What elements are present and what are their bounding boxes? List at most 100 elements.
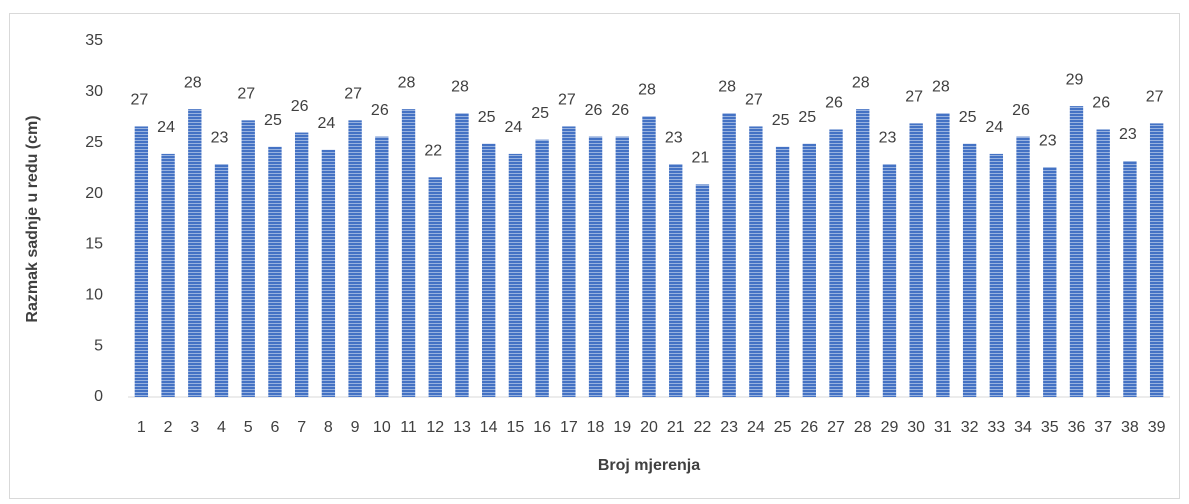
bar bbox=[1149, 123, 1164, 397]
y-tick-label: 0 bbox=[94, 388, 103, 405]
data-label: 27 bbox=[745, 92, 763, 109]
data-label: 24 bbox=[505, 119, 523, 136]
x-tick-label: 21 bbox=[667, 419, 685, 436]
bar bbox=[428, 177, 442, 397]
bar bbox=[1069, 106, 1084, 398]
data-label: 24 bbox=[985, 119, 1003, 136]
data-label: 28 bbox=[451, 78, 469, 95]
x-tick-label: 22 bbox=[694, 419, 712, 436]
data-label: 25 bbox=[772, 112, 790, 129]
x-tick-label: 29 bbox=[881, 419, 899, 436]
x-tick-label: 9 bbox=[351, 419, 360, 436]
data-label: 23 bbox=[665, 129, 683, 146]
bar bbox=[909, 123, 923, 397]
x-tick-label: 25 bbox=[774, 419, 792, 436]
bar bbox=[722, 113, 736, 398]
bar bbox=[214, 164, 229, 397]
x-tick-label: 14 bbox=[480, 419, 498, 436]
data-label: 21 bbox=[692, 150, 710, 167]
x-tick-label: 27 bbox=[827, 419, 845, 436]
data-label: 23 bbox=[879, 129, 897, 146]
y-tick-label: 35 bbox=[85, 32, 103, 49]
bar bbox=[802, 143, 816, 397]
y-tick-label: 5 bbox=[94, 337, 103, 354]
x-tick-label: 30 bbox=[907, 419, 925, 436]
x-tick-label: 28 bbox=[854, 419, 872, 436]
data-label: 27 bbox=[237, 86, 255, 103]
y-tick-label: 30 bbox=[85, 83, 103, 100]
bar bbox=[936, 113, 950, 398]
data-label: 25 bbox=[959, 109, 977, 126]
data-label: 27 bbox=[905, 89, 923, 106]
x-tick-label: 34 bbox=[1014, 419, 1032, 436]
y-axis-title: Razmak sadnje u redu (cm) bbox=[24, 115, 41, 322]
y-tick-label: 10 bbox=[85, 287, 103, 304]
bar bbox=[375, 136, 389, 397]
bar bbox=[989, 153, 1004, 397]
x-tick-label: 5 bbox=[244, 419, 253, 436]
x-tick-label: 6 bbox=[270, 419, 279, 436]
x-tick-label: 15 bbox=[507, 419, 525, 436]
data-label: 22 bbox=[424, 143, 442, 160]
y-tick-label: 25 bbox=[85, 134, 103, 151]
data-label: 27 bbox=[1146, 89, 1164, 106]
bar bbox=[1016, 136, 1030, 397]
x-tick-label: 20 bbox=[640, 419, 658, 436]
data-label: 24 bbox=[157, 119, 175, 136]
data-label: 26 bbox=[585, 102, 603, 119]
data-label: 27 bbox=[130, 92, 148, 109]
bar bbox=[241, 120, 255, 397]
data-label: 23 bbox=[1039, 132, 1057, 149]
x-tick-label: 1 bbox=[137, 419, 146, 436]
x-tick-label: 35 bbox=[1041, 419, 1059, 436]
bar bbox=[588, 136, 603, 397]
bar bbox=[508, 153, 523, 397]
data-label: 28 bbox=[638, 81, 656, 98]
bar bbox=[535, 139, 549, 398]
bar bbox=[882, 164, 897, 397]
data-label: 25 bbox=[478, 109, 496, 126]
bar bbox=[1043, 167, 1057, 397]
data-label: 28 bbox=[932, 78, 950, 95]
x-tick-label: 26 bbox=[800, 419, 818, 436]
x-tick-label: 38 bbox=[1121, 419, 1139, 436]
bar bbox=[134, 126, 149, 397]
x-tick-label: 10 bbox=[373, 419, 391, 436]
x-tick-label: 13 bbox=[453, 419, 471, 436]
x-tick-label: 24 bbox=[747, 419, 765, 436]
bar bbox=[1123, 161, 1137, 397]
data-label: 25 bbox=[798, 109, 816, 126]
x-tick-label: 4 bbox=[217, 419, 226, 436]
x-tick-label: 37 bbox=[1094, 419, 1112, 436]
data-label: 26 bbox=[1092, 95, 1110, 112]
data-label: 28 bbox=[184, 74, 202, 91]
bar bbox=[695, 184, 710, 397]
x-tick-label: 3 bbox=[190, 419, 199, 436]
bar bbox=[321, 149, 336, 397]
data-label: 27 bbox=[344, 86, 362, 103]
bar bbox=[562, 126, 576, 397]
bar bbox=[615, 136, 629, 397]
x-tick-label: 32 bbox=[961, 419, 979, 436]
data-label: 26 bbox=[611, 102, 629, 119]
data-label: 25 bbox=[531, 105, 549, 122]
bar bbox=[749, 126, 763, 397]
bar bbox=[455, 113, 469, 398]
data-label: 23 bbox=[1119, 126, 1137, 143]
x-tick-label: 2 bbox=[164, 419, 173, 436]
y-tick-label: 20 bbox=[85, 185, 103, 202]
bar bbox=[642, 116, 656, 398]
data-label: 28 bbox=[852, 74, 870, 91]
data-label: 24 bbox=[317, 115, 335, 132]
x-tick-label: 8 bbox=[324, 419, 333, 436]
x-tick-label: 16 bbox=[533, 419, 551, 436]
data-label: 28 bbox=[718, 78, 736, 95]
data-label: 27 bbox=[558, 92, 576, 109]
x-tick-label: 39 bbox=[1148, 419, 1166, 436]
bar bbox=[775, 146, 790, 397]
bar bbox=[268, 146, 282, 397]
x-tick-label: 7 bbox=[297, 419, 306, 436]
data-label: 23 bbox=[211, 129, 229, 146]
data-label: 26 bbox=[825, 95, 843, 112]
